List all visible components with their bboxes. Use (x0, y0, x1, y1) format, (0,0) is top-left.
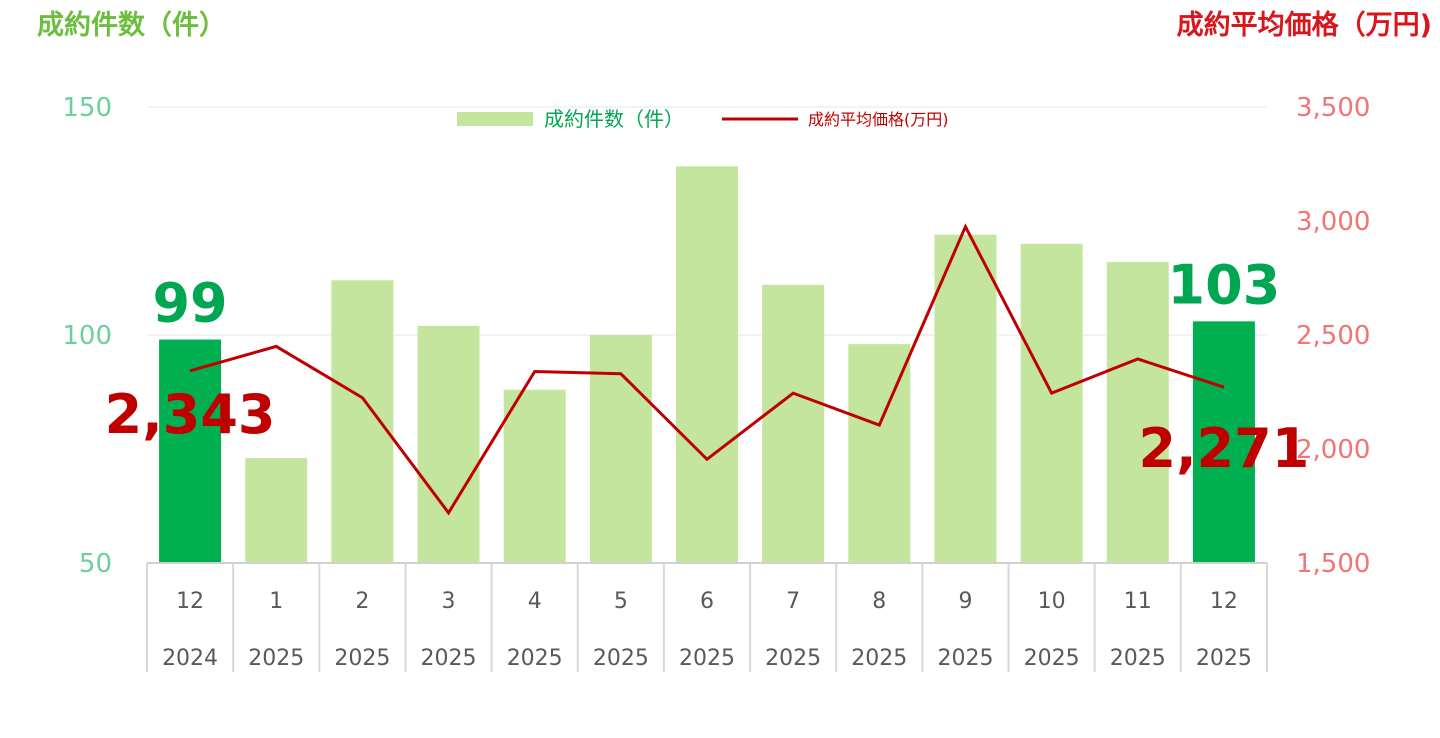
legend-bar-label: 成約件数（件） (544, 107, 684, 131)
right-y-tick-label: 1,500 (1296, 549, 1370, 579)
bar (331, 280, 394, 563)
x-tick-year: 2025 (421, 646, 477, 671)
x-tick-month: 8 (872, 589, 886, 614)
x-tick-month: 12 (176, 589, 204, 614)
x-tick-year: 2025 (1110, 646, 1166, 671)
x-tick-year: 2024 (162, 646, 218, 671)
x-tick-year: 2025 (507, 646, 563, 671)
right-axis-title: 成約平均価格（万円) (1144, 2, 1432, 42)
x-tick-year: 2025 (679, 646, 735, 671)
x-tick-year: 2025 (851, 646, 907, 671)
bar-series (159, 166, 1255, 564)
bar (1192, 321, 1255, 563)
data-label: 2,271 (1139, 417, 1310, 480)
bar (589, 335, 652, 563)
data-label: 2,343 (105, 383, 276, 446)
bar (934, 234, 997, 563)
bar (676, 166, 738, 563)
x-tick-year: 2025 (593, 646, 649, 671)
x-tick-month: 5 (614, 589, 628, 614)
data-label: 99 (152, 272, 227, 335)
annotations: 99 103 2,343 2,271 (105, 253, 1310, 480)
x-tick-month: 2 (355, 589, 369, 614)
right-y-tick-label: 3,500 (1296, 93, 1370, 123)
bar (1020, 243, 1083, 564)
x-axis: 12 2024 1 2025 2 2025 3 2025 4 2025 5 2025 6 2025 7 202… (146, 562, 1268, 672)
right-y-tick-label: 2,500 (1296, 321, 1370, 351)
left-y-tick-label: 150 (62, 93, 112, 123)
x-tick-year: 2025 (937, 646, 993, 671)
x-tick-year: 2025 (765, 646, 821, 671)
legend-line-label: 成約平均価格(万円) (808, 110, 949, 129)
line-series (189, 223, 1225, 516)
legend: 成約件数（件） 成約平均価格(万円) (457, 107, 949, 131)
x-tick-month: 4 (528, 589, 542, 614)
data-label: 103 (1168, 253, 1281, 316)
x-tick-month: 10 (1038, 589, 1066, 614)
bar (159, 339, 222, 563)
x-tick-month: 11 (1124, 589, 1152, 614)
left-y-tick-label: 100 (62, 321, 112, 351)
x-tick-month: 9 (958, 589, 972, 614)
legend-bar-swatch (457, 112, 533, 126)
x-tick-year: 2025 (1024, 646, 1080, 671)
right-axis-title-text: 成約平均価格（万円) (1176, 9, 1432, 41)
x-tick-month: 7 (786, 589, 800, 614)
x-tick-year: 2025 (334, 646, 390, 671)
left-axis-title: 成約件数（件） (4, 2, 226, 42)
x-tick-month: 1 (269, 589, 283, 614)
right-y-tick-label: 3,000 (1296, 207, 1370, 237)
right-y-tick-label: 2,000 (1296, 435, 1370, 465)
left-y-tick-label: 50 (79, 549, 112, 579)
bar (1106, 262, 1169, 563)
bar (503, 389, 566, 563)
bar (762, 284, 825, 563)
x-tick-month: 12 (1210, 589, 1238, 614)
bar (417, 325, 480, 563)
x-tick-month: 6 (700, 589, 714, 614)
left-axis-title-text: 成約件数（件） (37, 9, 226, 41)
left-y-axis: 50 100 150 (62, 93, 112, 579)
x-tick-month: 3 (442, 589, 456, 614)
right-y-axis: 1,500 2,000 2,500 3,000 3,500 (1296, 93, 1370, 579)
x-tick-year: 2025 (248, 646, 304, 671)
x-tick-year: 2025 (1196, 646, 1252, 671)
bar (245, 458, 308, 563)
